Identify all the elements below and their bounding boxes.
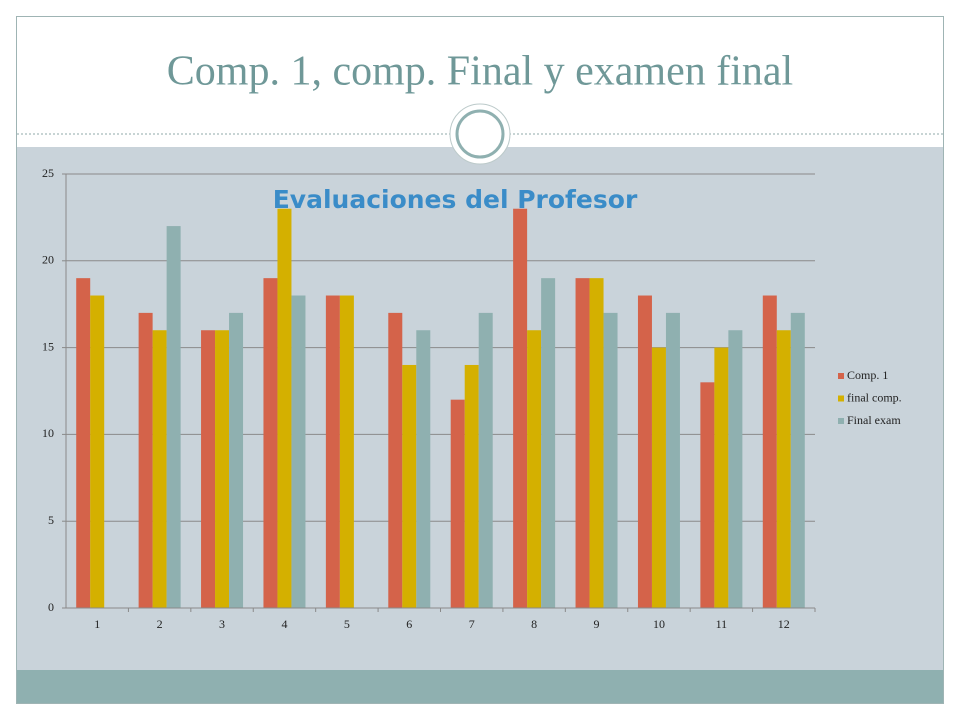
x-tick-label: 3	[219, 617, 225, 631]
x-tick-label: 8	[531, 617, 537, 631]
legend-label: final comp.	[847, 390, 902, 404]
bar	[450, 399, 465, 608]
legend-swatch	[838, 395, 844, 402]
ornament	[455, 109, 505, 159]
bar	[603, 312, 618, 608]
slide-title: Comp. 1, comp. Final y examen final	[167, 49, 793, 95]
bar	[762, 295, 777, 608]
footer-band	[17, 670, 943, 703]
legend-swatch	[838, 418, 844, 424]
x-tick-label: 4	[281, 617, 287, 631]
bar	[166, 226, 181, 608]
bar	[263, 278, 278, 608]
bar	[152, 330, 167, 608]
bar	[339, 295, 354, 608]
bar	[728, 330, 743, 608]
bar	[229, 312, 244, 608]
bar	[575, 278, 590, 608]
bar	[665, 312, 680, 608]
bar	[291, 295, 306, 608]
legend-label: Comp. 1	[847, 368, 888, 382]
bar	[201, 330, 216, 608]
x-tick-label: 1	[94, 617, 100, 631]
bar	[402, 364, 417, 608]
x-tick-label: 9	[594, 617, 600, 631]
bar	[541, 278, 556, 608]
x-tick-label: 5	[344, 617, 350, 631]
bar	[700, 382, 715, 608]
x-tick-label: 12	[778, 617, 790, 631]
bar	[637, 295, 652, 608]
legend-label: Final exam	[847, 413, 901, 427]
bar	[651, 347, 666, 608]
legend-swatch	[838, 373, 844, 379]
bar	[513, 208, 528, 608]
bar	[776, 330, 791, 608]
bar	[277, 208, 292, 608]
bar	[714, 347, 729, 608]
chart-title: Evaluaciones del Profesor	[273, 185, 638, 214]
y-tick-label: 0	[48, 600, 54, 614]
bar	[416, 330, 431, 608]
bar	[138, 312, 153, 608]
bar	[215, 330, 230, 608]
bar	[478, 312, 493, 608]
bar	[589, 278, 604, 608]
bar	[90, 295, 105, 608]
x-tick-label: 10	[653, 617, 665, 631]
y-tick-label: 5	[48, 513, 54, 527]
bar	[76, 278, 91, 608]
x-tick-label: 2	[157, 617, 163, 631]
bar	[464, 364, 479, 608]
bar	[790, 312, 805, 608]
x-tick-label: 6	[406, 617, 412, 631]
y-tick-label: 25	[42, 166, 54, 180]
bar	[325, 295, 340, 608]
x-tick-label: 11	[716, 617, 728, 631]
y-tick-label: 20	[42, 253, 54, 267]
bar	[527, 330, 542, 608]
x-tick-label: 7	[469, 617, 475, 631]
y-tick-label: 10	[42, 426, 54, 440]
bar	[388, 312, 403, 608]
y-tick-label: 15	[42, 339, 54, 353]
